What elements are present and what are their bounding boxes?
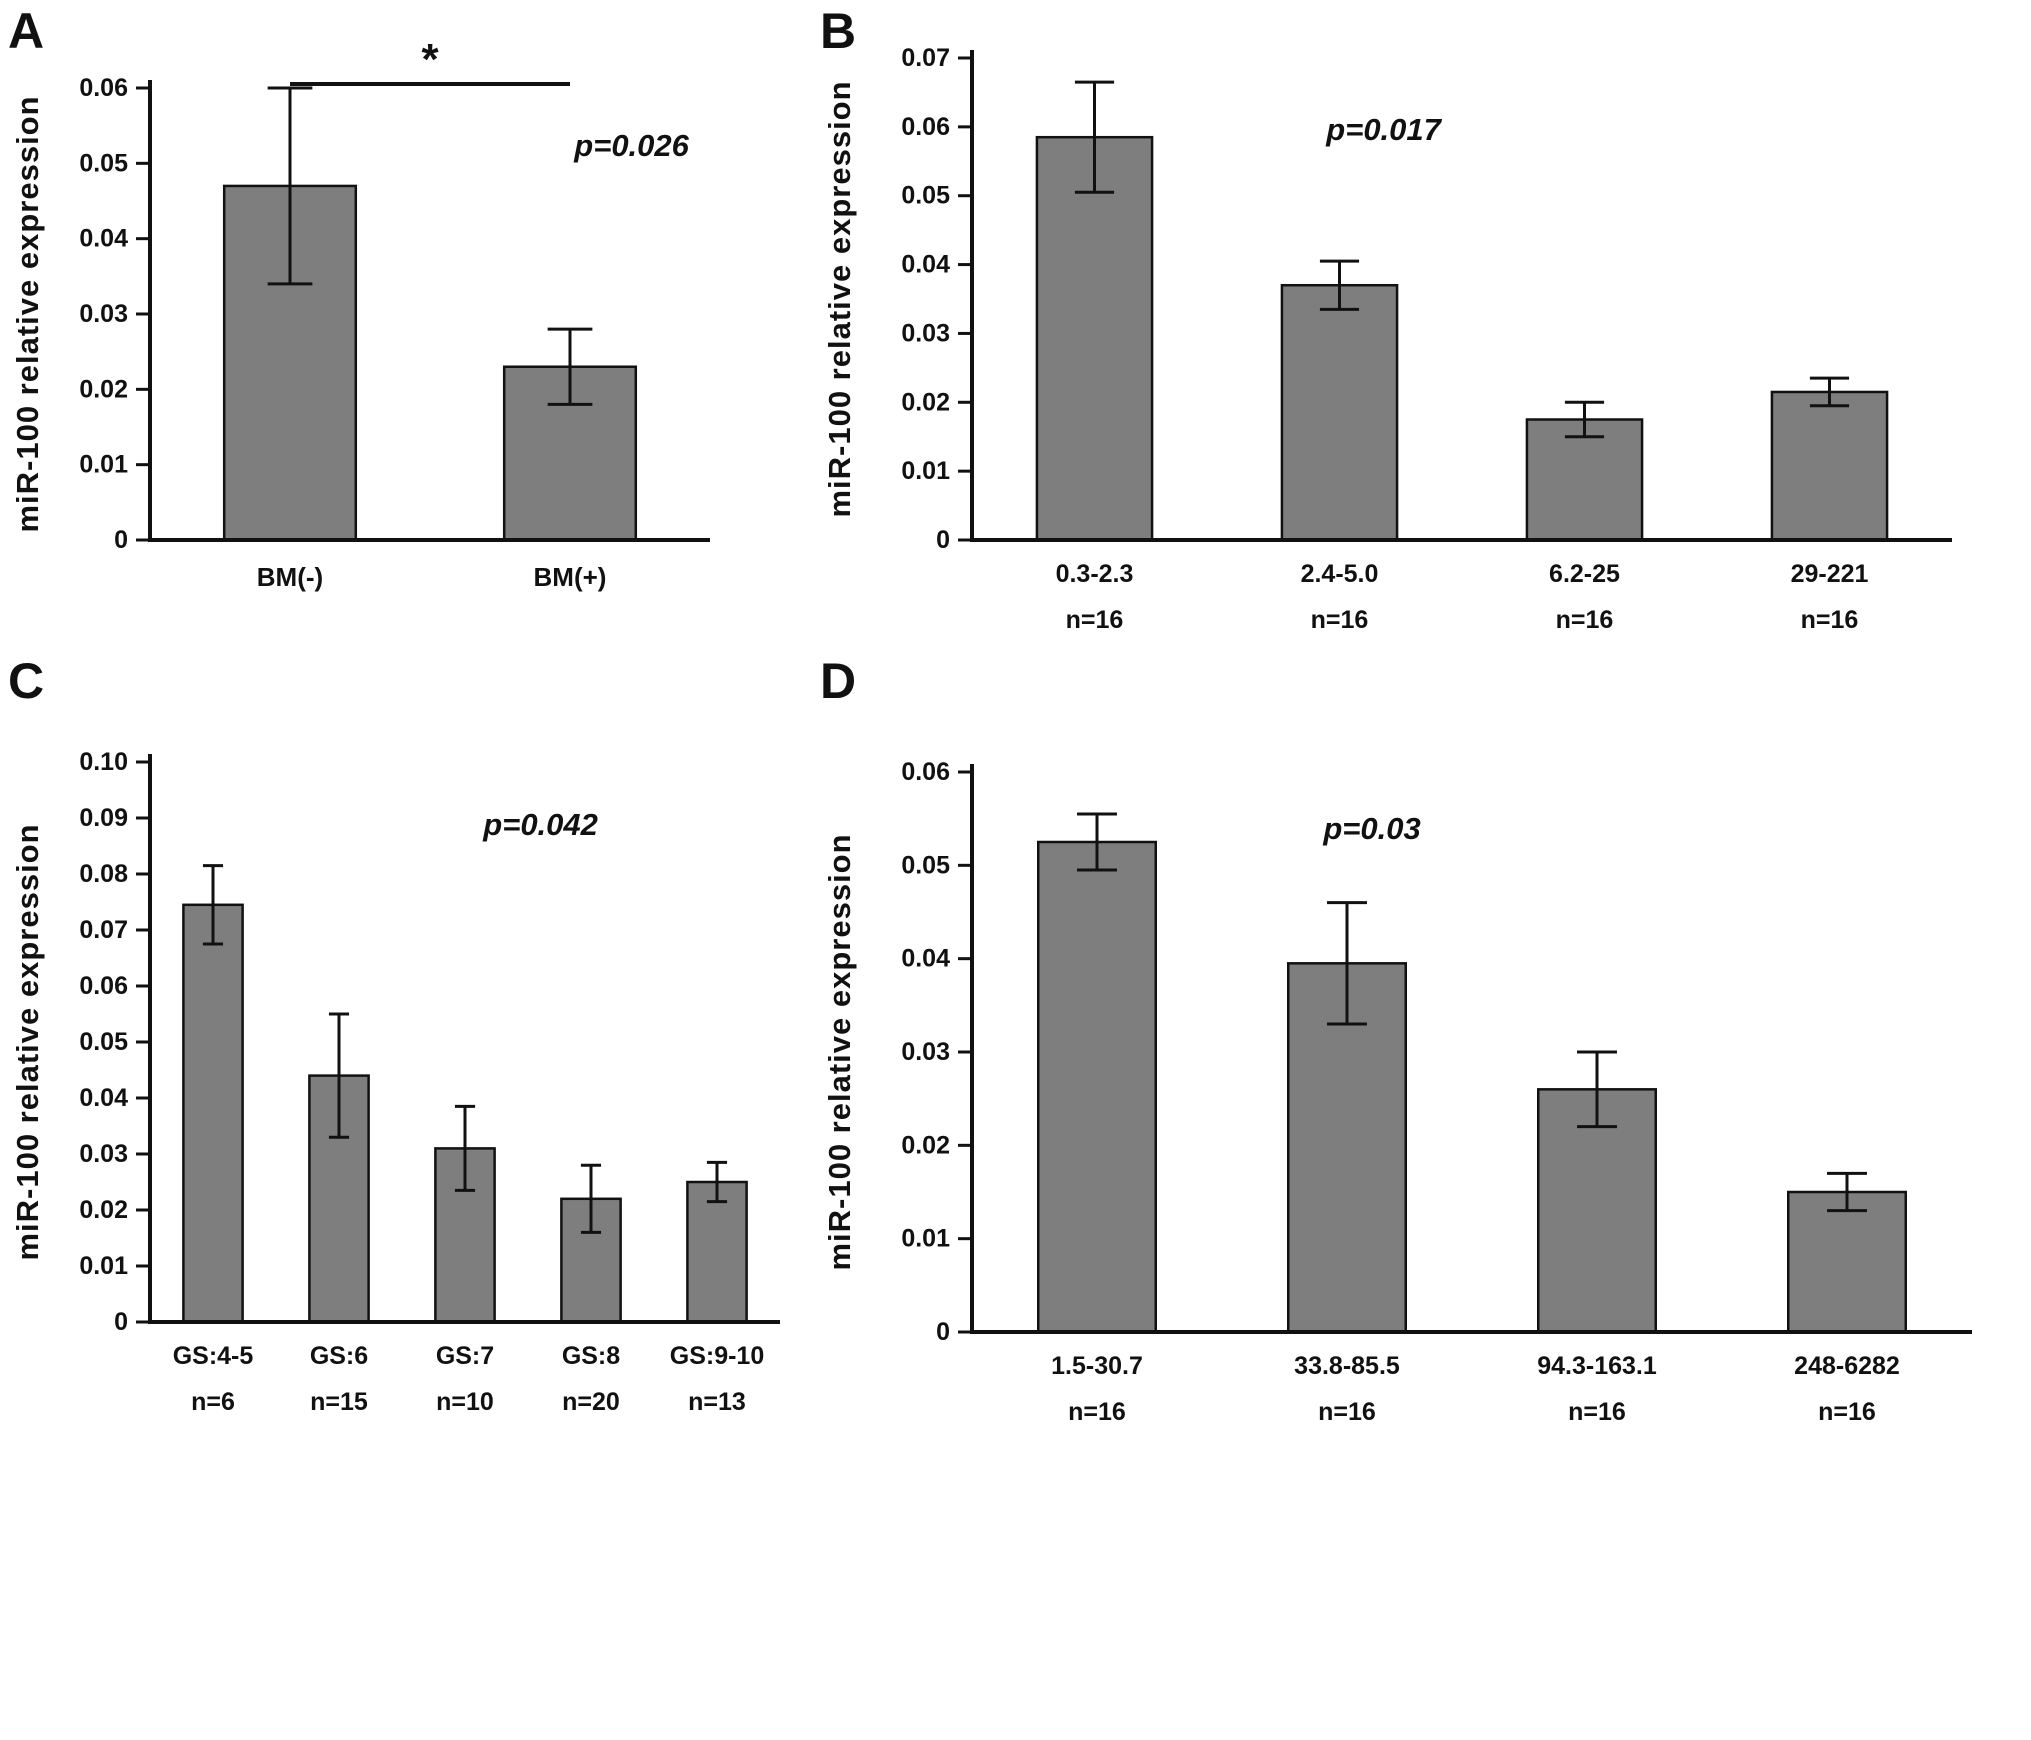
bar (182, 903, 244, 1324)
x-category-label: GS:6 (310, 1342, 368, 1370)
y-tick-label: 0.06 (79, 972, 128, 1000)
panel-A: A 0 0.01 0.02 0.03 0.04 0.05 0.06 miR-100 relat… (0, 0, 812, 650)
bar-chart-D: 0 0.01 0.02 0.03 0.04 0.05 0.06 miR-100 relativ… (822, 758, 1972, 1426)
bar (686, 1180, 748, 1324)
x-category-label: 2.4-5.0 (1301, 560, 1379, 588)
significance-asterisk: * (421, 35, 439, 84)
bar-chart-C: 0 0.01 0.02 0.03 0.04 0.05 0.06 0.07 0.08 0.09 0.1… (10, 748, 780, 1416)
y-tick-label: 0.01 (901, 457, 950, 485)
y-tick-label: 0.07 (79, 916, 128, 944)
y-tick-label: 0.01 (901, 1225, 950, 1253)
bar (1525, 418, 1644, 542)
y-tick-label: 0.06 (79, 74, 128, 102)
panel-letter-C: C (8, 653, 45, 709)
y-tick-label: 0.10 (79, 748, 128, 776)
y-axis-label: miR-100 relative expression (822, 80, 857, 517)
x-category-label: GS:7 (436, 1342, 494, 1370)
x-count-label: n=16 (1068, 1398, 1126, 1426)
x-category-label: 0.3-2.3 (1056, 560, 1134, 588)
y-tick-label: 0.09 (79, 804, 128, 832)
x-count-label: n=16 (1318, 1398, 1376, 1426)
x-category-label: 94.3-163.1 (1537, 1352, 1657, 1380)
bar (1787, 1190, 1907, 1334)
y-tick-label: 0 (936, 526, 950, 554)
x-count-label: n=16 (1568, 1398, 1626, 1426)
x-count-label: n=10 (436, 1388, 494, 1416)
x-category-label: GS:9-10 (670, 1342, 764, 1370)
y-tick-label: 0.05 (901, 182, 950, 210)
bar (1037, 840, 1157, 1334)
x-category-label: 248-6282 (1794, 1352, 1900, 1380)
y-axis-label: miR-100 relative expression (10, 823, 45, 1260)
panel-letter-D: D (820, 653, 857, 709)
y-tick-label: 0.02 (79, 375, 128, 403)
y-tick-label: 0.04 (901, 251, 950, 279)
x-category-label: 33.8-85.5 (1294, 1352, 1400, 1380)
x-count-label: n=16 (1066, 606, 1124, 634)
y-tick-label: 0.04 (79, 1084, 128, 1112)
y-tick-label: 0.08 (79, 860, 128, 888)
y-tick-label: 0.06 (901, 758, 950, 786)
panel-letter-B: B (820, 3, 857, 59)
panel-C: C 0 0.01 0.02 0.03 0.04 0.05 0.06 0.07 0.08 0.09 0… (0, 650, 812, 1740)
bar (1280, 283, 1399, 542)
p-value-label: p=0.042 (482, 807, 598, 842)
y-tick-label: 0.06 (901, 113, 950, 141)
panel-B: B 0 0.01 0.02 0.03 0.04 0.05 0.06 0.07 miR-100 r… (812, 0, 2031, 650)
y-tick-label: 0.03 (901, 1038, 950, 1066)
y-tick-label: 0 (114, 526, 128, 554)
y-axis-label: miR-100 relative expression (822, 833, 857, 1270)
y-tick-label: 0.02 (79, 1196, 128, 1224)
x-category-label: GS:4-5 (173, 1342, 254, 1370)
x-count-label: n=6 (191, 1388, 235, 1416)
y-tick-label: 0.04 (79, 225, 128, 253)
y-tick-label: 0.03 (79, 1140, 128, 1168)
p-value-label: p=0.03 (1322, 811, 1420, 846)
bar-chart-B: 0 0.01 0.02 0.03 0.04 0.05 0.06 0.07 miR-100 rel… (822, 44, 1952, 634)
x-count-label: n=16 (1818, 1398, 1876, 1426)
y-tick-label: 0.07 (901, 44, 950, 72)
y-tick-label: 0.05 (79, 149, 128, 177)
y-tick-label: 0.01 (79, 1252, 128, 1280)
x-category-label: BM(+) (534, 562, 607, 592)
x-count-label: n=15 (310, 1388, 368, 1416)
y-tick-label: 0.02 (901, 1131, 950, 1159)
bar (308, 1074, 370, 1324)
x-count-label: n=20 (562, 1388, 620, 1416)
bar (1035, 135, 1154, 542)
panel-D: D 0 0.01 0.02 0.03 0.04 0.05 0.06 miR-100 relat… (812, 650, 2031, 1740)
y-tick-label: 0.02 (901, 388, 950, 416)
x-count-label: n=13 (688, 1388, 746, 1416)
x-count-label: n=16 (1556, 606, 1614, 634)
y-tick-label: 0.04 (901, 945, 950, 973)
y-tick-label: 0.05 (901, 851, 950, 879)
bar-chart-A: 0 0.01 0.02 0.03 0.04 0.05 0.06 miR-100 relativ… (10, 35, 710, 592)
p-value-label: p=0.017 (1325, 112, 1442, 147)
x-count-label: n=16 (1311, 606, 1369, 634)
x-category-label: BM(-) (257, 562, 323, 592)
y-axis-label: miR-100 relative expression (10, 95, 45, 532)
y-tick-label: 0 (114, 1308, 128, 1336)
x-category-label: 6.2-25 (1549, 560, 1620, 588)
x-category-label: GS:8 (562, 1342, 620, 1370)
panel-letter-A: A (8, 3, 45, 59)
y-tick-label: 0.03 (901, 319, 950, 347)
y-tick-label: 0.03 (79, 300, 128, 328)
y-tick-label: 0.01 (79, 451, 128, 479)
x-count-label: n=16 (1801, 606, 1859, 634)
bar (1770, 390, 1889, 542)
p-value-label: p=0.026 (573, 128, 689, 163)
y-tick-label: 0.05 (79, 1028, 128, 1056)
x-category-label: 1.5-30.7 (1051, 1352, 1143, 1380)
y-tick-label: 0 (936, 1318, 950, 1346)
x-category-label: 29-221 (1791, 560, 1869, 588)
